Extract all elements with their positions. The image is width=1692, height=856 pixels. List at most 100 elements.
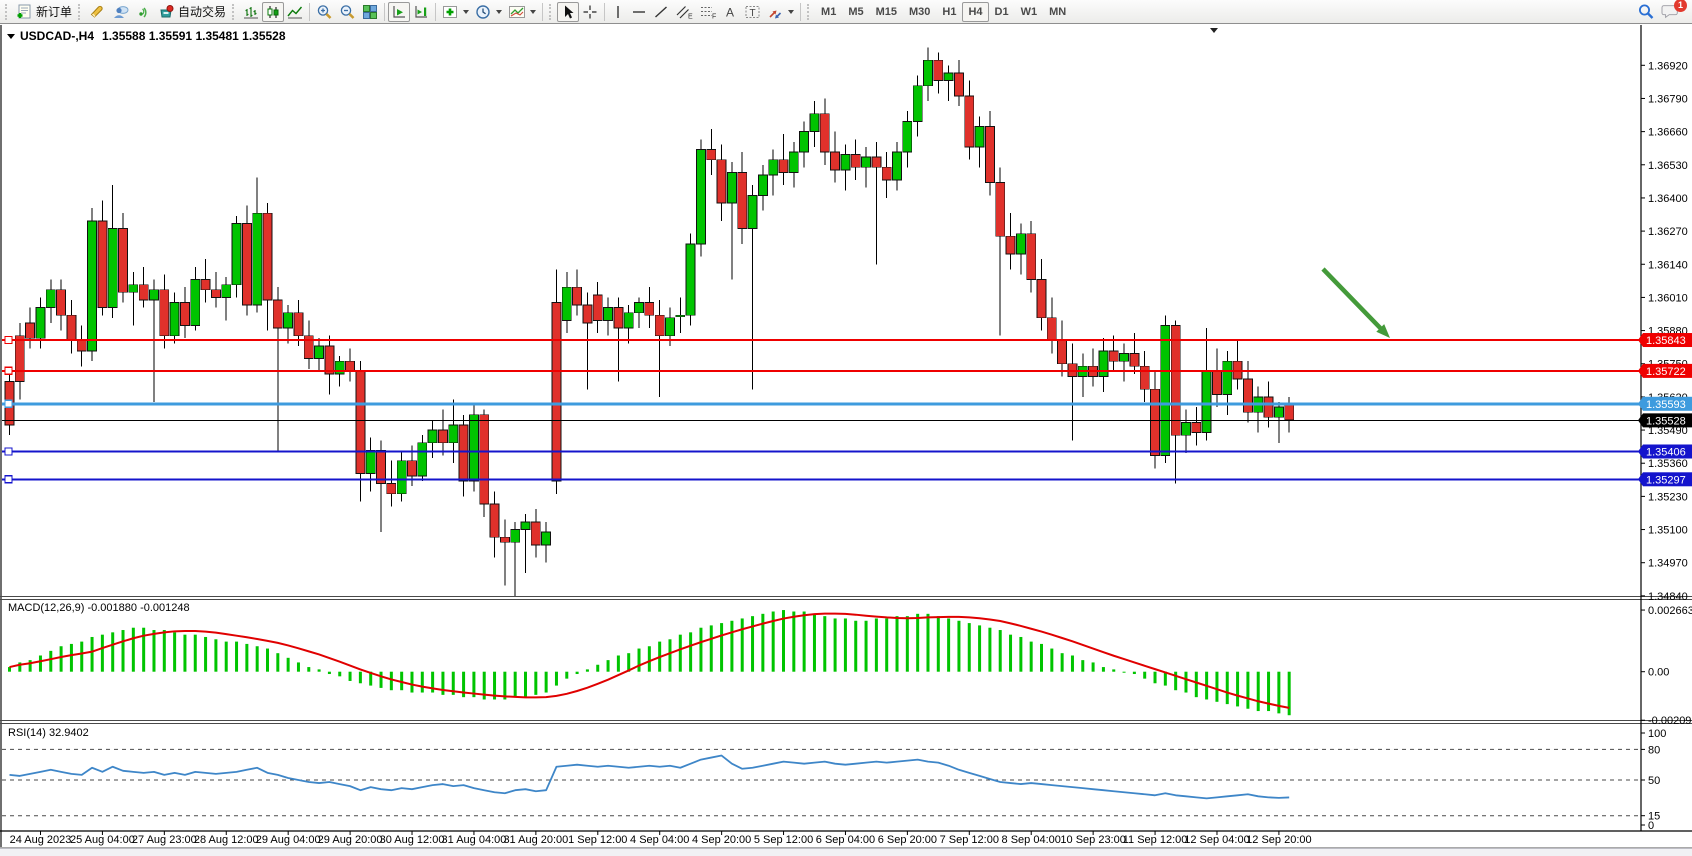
toolbar-grip[interactable]	[807, 3, 812, 20]
tile-windows-button[interactable]	[359, 2, 381, 22]
candle-down	[241, 223, 252, 306]
macd-histogram-bar	[235, 641, 239, 672]
autotrading-button[interactable]: 自动交易	[155, 2, 229, 22]
timeframe-button-M30[interactable]: M30	[903, 2, 936, 22]
candle-up	[45, 289, 56, 309]
candle-down	[56, 289, 66, 316]
candle-up	[231, 223, 242, 286]
timeframe-button-M1[interactable]: M1	[815, 2, 842, 22]
periods-button[interactable]	[472, 2, 505, 22]
candle-up	[541, 531, 552, 546]
text-icon: A	[726, 5, 734, 19]
zoom-out-button[interactable]	[336, 2, 359, 22]
macd-histogram-bar	[420, 671, 424, 693]
text-label-button[interactable]: T	[741, 2, 764, 22]
candle-down	[995, 182, 1006, 237]
price-tick-1.36790: 1.36790	[1648, 93, 1688, 105]
hline-anchor[interactable]	[4, 335, 13, 345]
candle-down	[613, 307, 624, 329]
timeframe-button-H4[interactable]: H4	[962, 1, 989, 22]
candlestick-chart-button[interactable]	[262, 1, 285, 22]
search-button[interactable]	[1634, 2, 1658, 22]
window-menu-icon[interactable]	[1210, 28, 1218, 33]
macd-histogram-bar	[1101, 667, 1105, 672]
candle-down	[262, 212, 273, 301]
hline-anchor[interactable]	[4, 475, 13, 484]
templates-button[interactable]	[505, 2, 539, 22]
timeframe-button-H1[interactable]: H1	[936, 2, 962, 22]
new-order-button[interactable]: 新订单	[13, 2, 75, 22]
chart-canvas[interactable]: 1.36920 1.36790 1.36660 1.36530 1.36400 1.362…	[0, 25, 1692, 848]
candle-down	[272, 299, 283, 329]
hline-anchor[interactable]	[4, 399, 13, 408]
signals-button[interactable]	[132, 2, 155, 22]
vertical-line-button[interactable]	[608, 2, 628, 22]
candle-up	[768, 159, 779, 176]
macd-histogram-bar	[255, 646, 259, 672]
svg-text:1.35406: 1.35406	[1646, 446, 1686, 458]
timeframe-button-MN[interactable]: MN	[1043, 2, 1072, 22]
price-tick-1.36920: 1.36920	[1648, 60, 1688, 72]
chart-shift-button[interactable]	[410, 2, 432, 22]
svg-text:T: T	[750, 8, 756, 19]
toolbar-grip[interactable]	[549, 3, 554, 20]
macd-histogram-bar	[307, 667, 311, 672]
chart-menu-icon[interactable]	[7, 34, 15, 39]
macd-histogram-bar	[266, 648, 269, 672]
line-chart-icon	[287, 6, 303, 18]
text-button[interactable]: A	[720, 2, 741, 22]
notification-badge: 1	[1674, 0, 1687, 12]
price-tick-1.34840: 1.34840	[1648, 591, 1688, 603]
macd-histogram-bar	[1029, 641, 1033, 672]
timeframe-button-M5[interactable]: M5	[842, 2, 869, 22]
auto-scroll-button[interactable]	[388, 1, 411, 22]
channel-button[interactable]: E	[672, 2, 696, 22]
candle-down	[1263, 396, 1274, 418]
timeframe-button-W1[interactable]: W1	[1015, 2, 1044, 22]
date-label: 24 Aug 2023	[10, 834, 72, 846]
macd-histogram-bar	[327, 671, 331, 675]
trendline-button[interactable]	[650, 2, 672, 22]
fibonacci-icon: F	[701, 6, 716, 20]
toolbar-grip[interactable]	[78, 3, 83, 20]
horizontal-line-button[interactable]	[628, 2, 650, 22]
fibonacci-button[interactable]: F	[696, 2, 720, 22]
toolbar-grip[interactable]	[232, 3, 237, 20]
candle-down	[1150, 388, 1160, 456]
date-label: 6 Sep 20:00	[878, 834, 937, 846]
rsi-tick-80: 80	[1648, 744, 1660, 756]
notifications-chat-button[interactable]: 1	[1658, 0, 1687, 22]
candle-down	[345, 360, 355, 372]
candle-up	[974, 126, 985, 148]
candles-series	[4, 47, 1295, 596]
macd-histogram-bar	[369, 671, 373, 686]
candle-down	[964, 95, 975, 148]
rsi-line	[9, 754, 1290, 800]
arrows-button[interactable]	[764, 2, 797, 22]
bar-chart-button[interactable]	[240, 2, 262, 22]
zoom-in-button[interactable]	[313, 2, 336, 22]
hline-anchor[interactable]	[4, 447, 13, 456]
cursor-button[interactable]	[557, 1, 580, 22]
hline-anchor[interactable]	[4, 366, 13, 376]
community-profile-button[interactable]	[109, 2, 132, 22]
toolbar-grip[interactable]	[5, 3, 10, 20]
date-label: 5 Sep 12:00	[754, 834, 813, 846]
arrow-annotation[interactable]	[1321, 267, 1390, 338]
line-chart-button[interactable]	[284, 2, 306, 22]
macd-histogram-bar	[936, 616, 940, 672]
timeframe-button-D1[interactable]: D1	[989, 2, 1015, 22]
price-tick-1.35230: 1.35230	[1648, 491, 1688, 503]
rsi-tick-100: 100	[1648, 728, 1666, 740]
macd-histogram-bar	[771, 611, 775, 672]
candle-down	[819, 113, 830, 153]
candle-down	[1057, 340, 1068, 365]
price-tick-1.35100: 1.35100	[1648, 525, 1688, 537]
indicators-button[interactable]	[439, 2, 472, 22]
crosshair-button[interactable]	[579, 2, 601, 22]
candle-down	[933, 59, 944, 82]
timeframe-button-M15[interactable]: M15	[870, 2, 903, 22]
megaphone-button[interactable]	[86, 2, 109, 22]
horizontal-lines[interactable]	[2, 335, 1641, 484]
macd-histogram-bar	[802, 611, 806, 672]
